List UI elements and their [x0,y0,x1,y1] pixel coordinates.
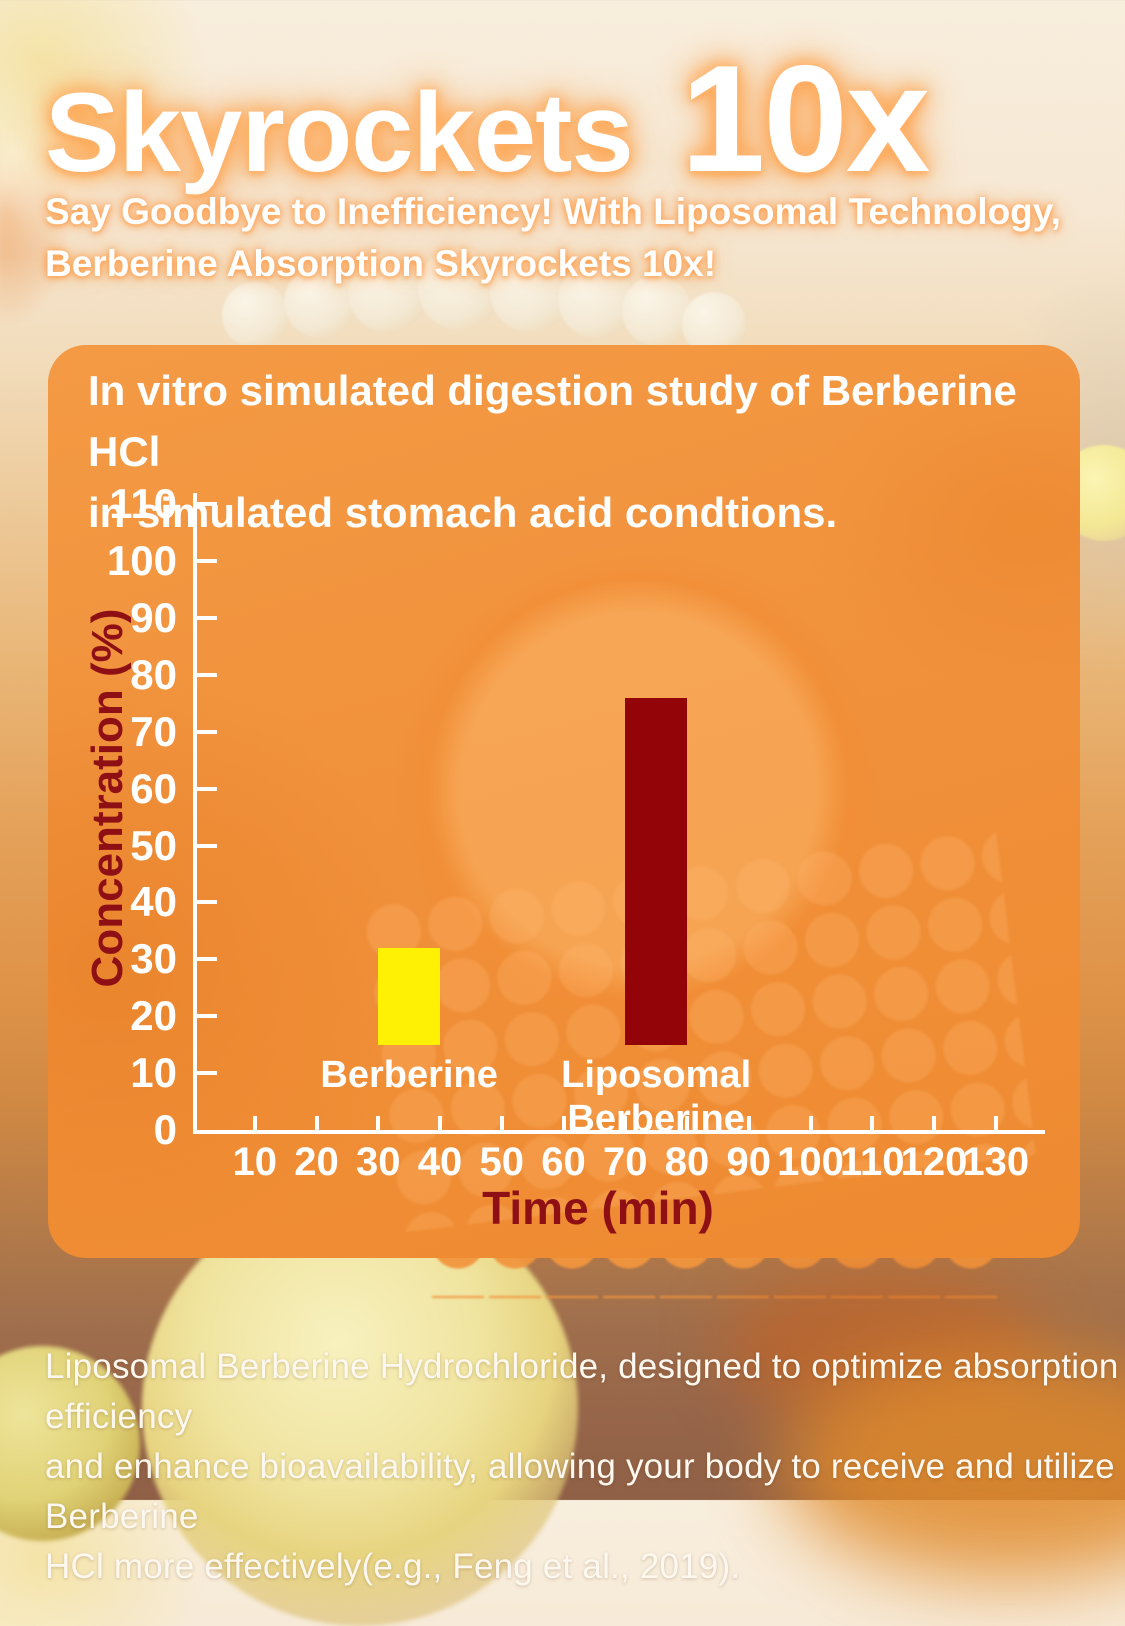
bubble-decoration [418,248,500,330]
x-axis-tick [376,1116,381,1130]
y-axis-tick-label: 70 [130,707,177,755]
y-axis-tick-label: 80 [130,650,177,698]
x-axis-tick-label: 30 [356,1140,401,1184]
bubble-decoration [490,252,570,332]
y-axis-tick-label: 10 [130,1049,177,1097]
x-axis-tick [561,1116,566,1130]
bar-berberine [378,947,440,1045]
footer-line: and enhance bioavailability, allowing yo… [45,1447,1115,1537]
bar-chart: 0 10 20 30 40 50 60 70 80 90 100 110 10 20 30 40 50 60 70 8… [107,480,1045,1184]
bubble-decoration [622,276,692,346]
footer-line: HCl more effectively(e.g., Feng et al., … [45,1547,741,1587]
x-axis-tick-label: 60 [541,1140,586,1184]
y-axis-line [193,493,197,1134]
x-axis-tick-label: 120 [900,1140,968,1184]
y-axis-tick [197,1014,217,1019]
y-axis-tick [197,502,217,507]
x-axis-tick [499,1116,504,1130]
y-axis-tick-label: 20 [130,992,177,1040]
x-axis-title: Time (min) [482,1182,714,1234]
bar-label-line: Liposomal [561,1053,752,1096]
y-axis-tick [197,843,217,848]
chart-title-line: In vitro simulated digestion study of Be… [88,367,1017,475]
x-axis-tick-label: 40 [417,1140,463,1184]
bubble-decoration [348,254,426,332]
title-main: Skyrockets [45,70,634,196]
y-axis-tick [197,729,217,734]
page-title: Skyrockets 10x [45,34,931,208]
title-multiplier: 10x [680,34,931,205]
y-axis-tick-label: 60 [130,764,177,812]
x-axis-tick [808,1116,813,1130]
x-axis-line [193,1130,1045,1134]
study-panel: In vitro simulated digestion study of Be… [48,345,1080,1258]
bar-label: Liposomal Berberine [486,1053,826,1143]
x-axis-tick-label: 50 [479,1140,525,1184]
bar-label-line: Berberine [320,1053,498,1096]
y-axis-tick-label: 50 [130,821,177,869]
subtitle-line: Berberine Absorption Skyrockets 10x! [45,242,717,284]
x-axis-tick-label: 70 [603,1140,648,1184]
bar-liposomal-berberine [625,697,687,1045]
y-axis-tick-label: 40 [130,878,177,926]
y-axis-tick [197,559,217,563]
y-axis-tick [197,900,217,905]
x-axis-tick-label: 90 [726,1140,772,1184]
y-axis-tick [197,1071,217,1076]
y-axis-tick-label: 30 [130,935,177,983]
x-axis-tick [252,1116,257,1130]
chart-title-line: in simulated stomach acid condtions. [88,488,838,536]
y-axis-tick [197,957,217,962]
x-axis-tick-label: 20 [294,1140,339,1184]
subtitle-line: Say Goodbye to Inefficiency! With Liposo… [45,191,1061,232]
x-axis-tick [993,1116,998,1130]
x-axis-tick [932,1116,936,1130]
x-axis-tick-label: 110 [839,1140,905,1184]
y-axis-tick-label: 90 [130,593,177,641]
x-axis-tick [746,1116,751,1130]
bubble-decoration [284,266,356,338]
footer-text: Liposomal Berberine Hydrochloride, desig… [45,1342,1125,1592]
y-axis-tick [197,672,217,677]
bar-label-line: Berberine [567,1098,745,1141]
y-axis-tick-label: 100 [106,537,177,584]
bubble-decoration [222,282,288,348]
chart-title: In vitro simulated digestion study of Be… [88,361,1080,544]
x-axis-tick-label: 130 [962,1140,1030,1184]
x-axis-tick [685,1116,689,1130]
x-axis-tick-label: 80 [664,1140,710,1184]
bar-label: Berberine [239,1053,579,1098]
page-subtitle: Say Goodbye to Inefficiency! With Liposo… [45,186,1061,290]
x-axis-tick [623,1116,628,1130]
bubble-decoration [558,262,634,338]
x-axis-tick-label: 100 [777,1140,844,1184]
y-axis-tick-label: 110 [109,480,177,528]
x-axis-tick [870,1116,875,1130]
footer-line: Liposomal Berberine Hydrochloride, desig… [45,1347,1119,1437]
x-axis-tick-label: 10 [232,1140,278,1184]
x-axis-tick [438,1116,442,1130]
y-axis-tick-label: 0 [153,1106,177,1153]
y-axis-tick [197,615,217,620]
x-axis-tick [314,1116,319,1130]
y-axis-tick [197,786,217,791]
